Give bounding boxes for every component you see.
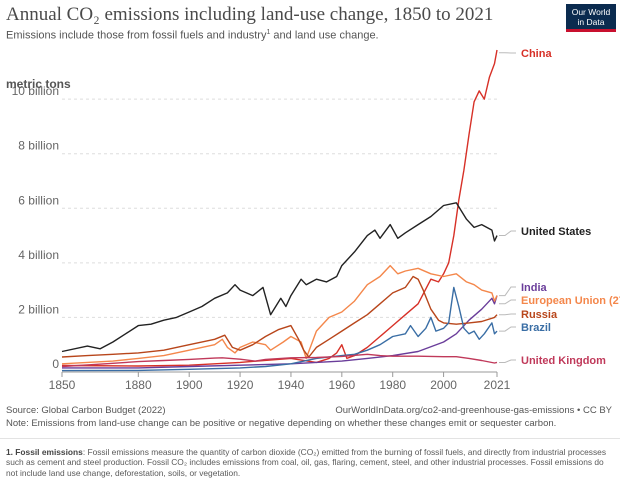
label-leader-eu — [499, 299, 516, 305]
line-chart: 0 2 billion 4 billion 6 billion 8 billion 10 … — [6, 48, 620, 392]
x-tick-label: 1900 — [176, 378, 203, 392]
series-label-us: United States — [521, 226, 591, 238]
footnote: 1. Fossil emissions: Fossil emissions me… — [6, 447, 616, 478]
x-tick-label: 1960 — [328, 378, 355, 392]
series-label-china: China — [521, 48, 552, 60]
series-label-russia: Russia — [521, 309, 558, 321]
x-tick-label: 1880 — [125, 378, 152, 392]
footnote-marker[interactable]: 1 — [266, 29, 271, 36]
divider — [0, 438, 620, 439]
y-tick-label: 10 billion — [12, 84, 59, 98]
footnote-text: : Fossil emissions measure the quantity … — [6, 447, 607, 478]
series-label-brazil: Brazil — [521, 322, 551, 334]
label-leader-russia — [499, 313, 516, 316]
source-url[interactable]: OurWorldInData.org/co2-and-greenhouse-ga… — [335, 405, 612, 416]
subtitle-text-end: and land use change. — [270, 29, 379, 42]
series-line-brazil — [61, 286, 498, 372]
chart-title: Annual CO₂ emissions including land-use … — [6, 4, 494, 25]
label-leader-brazil — [499, 326, 516, 332]
label-leader-india — [499, 286, 516, 297]
x-tick-label: 1980 — [379, 378, 406, 392]
subtitle-text: Emissions include those from fossil fuel… — [6, 29, 267, 42]
label-leader-us — [499, 230, 516, 237]
x-tick-label: 1920 — [227, 378, 254, 392]
y-tick-label: 4 billion — [18, 248, 59, 262]
owid-logo[interactable]: Our World in Data — [566, 4, 616, 32]
series-line-russia — [61, 275, 498, 358]
x-tick-label: 1850 — [49, 378, 76, 392]
source-text: Source: Global Carbon Budget (2022) — [6, 405, 166, 416]
series-line-china — [61, 49, 498, 367]
logo-line-2: in Data — [577, 17, 605, 27]
series-label-uk: United Kingdom — [521, 355, 606, 367]
x-tick-label: 2021 — [484, 378, 511, 392]
chart-subtitle: Emissions include those from fossil fuel… — [6, 29, 379, 42]
y-tick-label: 6 billion — [18, 193, 59, 207]
series-line-eu — [61, 264, 498, 365]
x-tick-label: 1940 — [278, 378, 305, 392]
logo-line-1: Our World — [571, 7, 611, 17]
x-tick-label: 2000 — [430, 378, 457, 392]
note-text: Note: Emissions from land-use change can… — [6, 418, 557, 429]
series-line-uk — [61, 353, 498, 368]
y-tick-label: 8 billion — [18, 139, 59, 153]
series-label-india: India — [521, 282, 548, 294]
footnote-label: 1. Fossil emissions — [6, 447, 83, 457]
y-tick-label: 2 billion — [18, 302, 59, 316]
y-tick-label: 0 — [52, 357, 59, 371]
series-label-eu: European Union (27) — [521, 295, 620, 307]
y-axis-title: metric tons — [6, 77, 71, 91]
series-line-us — [61, 202, 498, 353]
label-leader-uk — [499, 359, 516, 363]
